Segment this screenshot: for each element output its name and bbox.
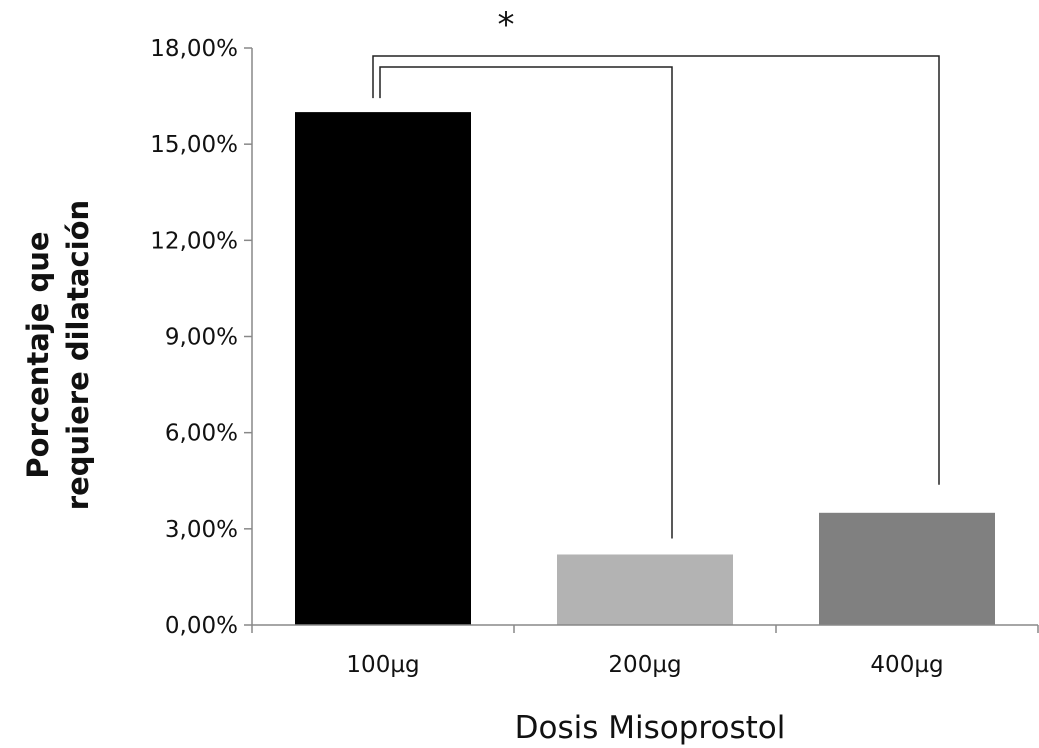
bar [557,554,733,625]
y-axis-title-line-1: Porcentaje que [21,231,55,478]
bar [819,512,995,625]
y-tick-label: 0,00% [165,613,238,639]
x-axis-title: Dosis Misoprostol [515,710,786,746]
bars [295,112,995,626]
axes [251,48,1039,633]
y-axis-title-line-2: requiere dilatación [61,200,95,510]
bar [295,112,471,626]
x-tick-label: 400µg [870,652,943,678]
y-axis-title: Porcentaje que requiere dilatación [21,200,95,510]
x-tick-label: 100µg [346,652,419,678]
significance-asterisk: * [498,5,515,45]
y-tick-label: 18,00% [150,36,238,62]
x-tick-label: 200µg [608,652,681,678]
y-tick-label: 12,00% [150,228,238,254]
significance-brackets: * [372,5,940,539]
y-axis-ticks: 0,00% 3,00% 6,00% 9,00% 12,00% 15,00% 18,00% [150,36,252,639]
x-axis-categories: 100µg 200µg 400µg [346,652,943,678]
y-tick-label: 9,00% [165,325,238,351]
y-tick-label: 3,00% [165,517,238,543]
y-tick-label: 6,00% [165,421,238,447]
bracket-outer [372,55,940,485]
y-tick-label: 15,00% [150,132,238,158]
bracket-inner [379,66,673,539]
